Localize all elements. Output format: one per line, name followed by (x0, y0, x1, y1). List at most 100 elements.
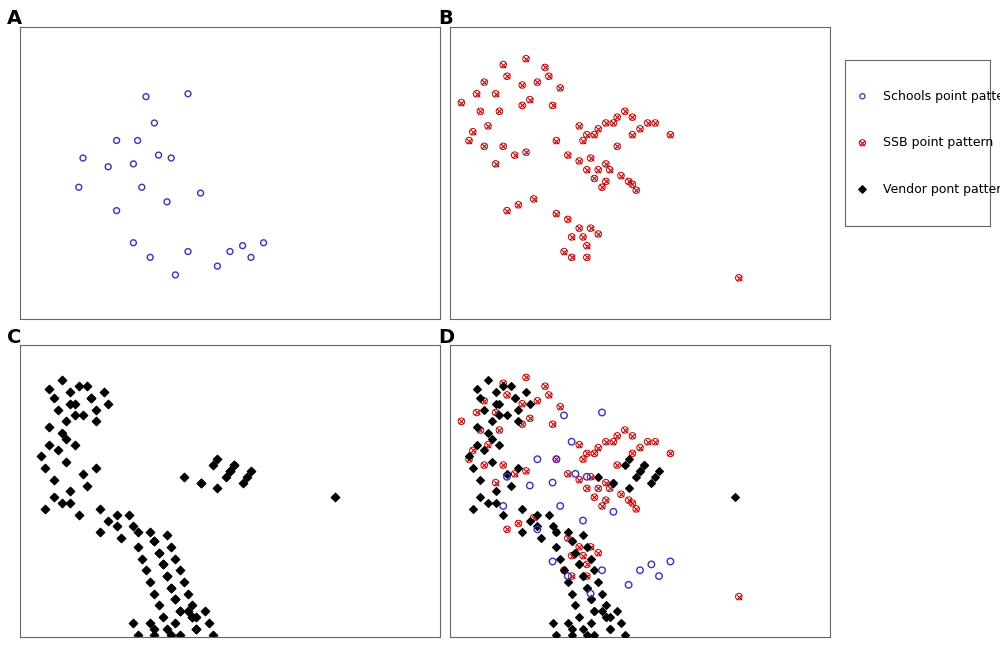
Point (605, 118, 621, 128)
Point (590, 228, 606, 239)
Point (83, 392, 99, 403)
Point (617, 425, 633, 436)
Point (590, 483, 606, 494)
Point (71, 381, 87, 392)
Point (571, 542, 587, 552)
Point (142, 576, 158, 587)
Point (472, 492, 488, 503)
Point (560, 527, 576, 538)
Point (647, 436, 663, 447)
Point (62, 498, 78, 509)
Point (507, 469, 523, 479)
Point (537, 381, 553, 392)
Point (541, 71, 557, 82)
Point (529, 521, 545, 532)
Point (488, 407, 504, 418)
Point (50, 445, 66, 456)
Point (609, 459, 625, 470)
Point (92, 527, 108, 538)
Point (243, 465, 259, 476)
Point (556, 246, 572, 257)
Point (138, 565, 154, 576)
Point (142, 527, 158, 538)
Point (647, 118, 663, 128)
Point (163, 582, 179, 593)
Point (579, 448, 595, 459)
Point (586, 492, 602, 503)
Point (731, 272, 747, 283)
Point (594, 606, 610, 616)
Point (602, 612, 618, 622)
Point (598, 612, 614, 622)
Point (142, 252, 158, 263)
Point (41, 384, 57, 394)
Point (552, 401, 568, 412)
Point (583, 594, 599, 605)
Point (583, 153, 599, 163)
Point (727, 492, 743, 503)
Point (552, 401, 568, 412)
Point (575, 550, 591, 561)
Point (499, 524, 515, 535)
Point (579, 571, 595, 582)
Point (590, 547, 606, 558)
Point (184, 600, 200, 611)
Point (586, 565, 602, 576)
Point (510, 199, 526, 210)
Point (205, 459, 221, 470)
Point (613, 489, 629, 499)
Point (632, 124, 648, 134)
Point (495, 509, 511, 520)
Point (62, 398, 78, 409)
Point (586, 629, 602, 640)
Point (514, 100, 530, 111)
Point (636, 459, 652, 470)
Point (469, 440, 485, 450)
Point (590, 124, 606, 134)
Point (628, 185, 644, 195)
Point (854, 91, 870, 102)
Point (602, 483, 618, 494)
Point (130, 542, 146, 552)
Point (529, 77, 545, 88)
Point (222, 465, 238, 476)
Point (453, 416, 469, 426)
Point (594, 501, 610, 511)
Point (628, 185, 644, 195)
Point (495, 59, 511, 70)
Point (731, 591, 747, 602)
Point (643, 477, 659, 488)
Point (590, 442, 606, 453)
Point (518, 465, 534, 476)
Point (125, 159, 141, 169)
Point (575, 571, 591, 582)
Point (503, 381, 519, 392)
Point (854, 184, 870, 195)
Point (567, 469, 583, 479)
Point (514, 100, 530, 111)
Point (235, 240, 251, 251)
Point (499, 410, 515, 421)
Point (583, 594, 599, 605)
Point (590, 547, 606, 558)
Point (518, 372, 534, 382)
Point (159, 571, 175, 582)
Point (163, 582, 179, 593)
Point (480, 428, 496, 438)
Point (537, 62, 553, 73)
Point (507, 392, 523, 403)
Point (465, 126, 481, 137)
Point (495, 459, 511, 470)
Point (598, 436, 614, 447)
Point (556, 565, 572, 576)
Point (79, 480, 95, 491)
Point (134, 553, 150, 564)
Point (605, 436, 621, 447)
Point (193, 477, 209, 488)
Point (651, 465, 667, 476)
Point (567, 547, 583, 558)
Point (564, 252, 580, 263)
Point (624, 498, 640, 509)
Point (609, 430, 625, 441)
Point (575, 515, 591, 526)
